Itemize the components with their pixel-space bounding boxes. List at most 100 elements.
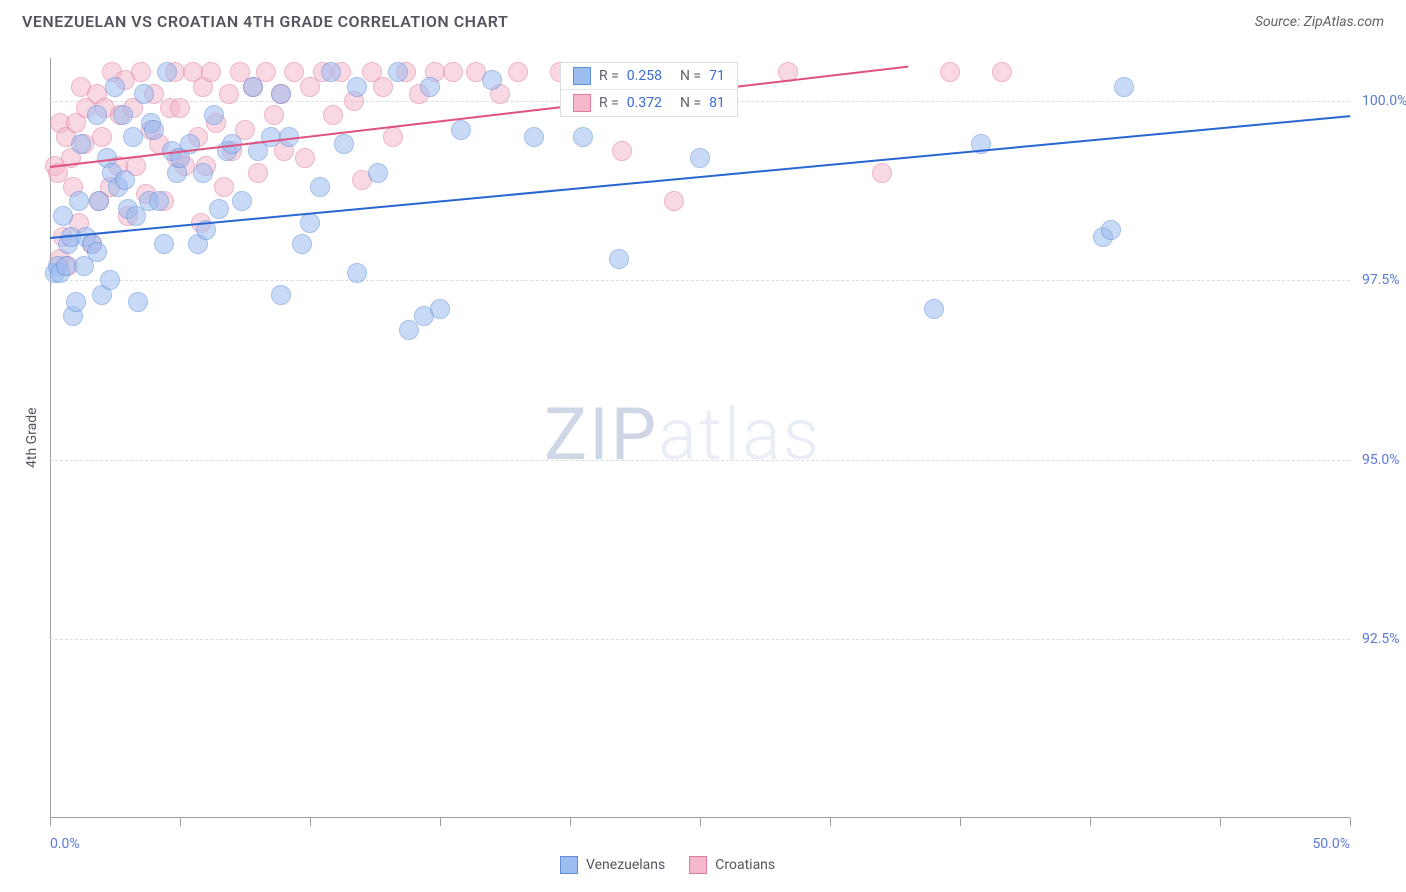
legend-row: R =0.372N =81 [561,90,737,116]
data-point [204,105,224,125]
data-point [100,270,120,290]
data-point [524,127,544,147]
data-point [334,134,354,154]
data-point [664,191,684,211]
data-point [383,127,403,147]
chart-source: Source: ZipAtlas.com [1255,14,1384,30]
data-point [924,299,944,319]
y-tick-label: 95.0% [1362,452,1396,468]
x-tick [180,818,181,826]
x-tick [1090,818,1091,826]
legend-label: Venezuelans [586,857,665,873]
data-point [89,191,109,211]
data-point [201,62,221,82]
data-point [232,191,252,211]
legend-r-value: 0.372 [627,95,662,111]
data-point [347,77,367,97]
data-point [92,127,112,147]
data-point [1101,220,1121,240]
data-point [310,177,330,197]
legend-swatch [573,94,591,112]
data-point [347,263,367,283]
y-tick-label: 92.5% [1362,631,1396,647]
legend-r-value: 0.258 [627,68,662,84]
data-point [261,127,281,147]
data-point [219,84,239,104]
data-point [609,249,629,269]
data-point [149,191,169,211]
data-point [170,98,190,118]
data-point [144,120,164,140]
data-point [105,77,125,97]
data-point [300,213,320,233]
data-point [53,206,73,226]
legend-row: R =0.258N =71 [561,63,737,90]
x-tick [960,818,961,826]
data-point [940,62,960,82]
data-point [128,292,148,312]
data-point [373,77,393,97]
data-point [123,127,143,147]
x-tick [310,818,311,826]
data-point [271,84,291,104]
data-point [420,77,440,97]
data-point [154,234,174,254]
chart-header: VENEZUELAN VS CROATIAN 4TH GRADE CORRELA… [0,0,1406,39]
legend-swatch [560,856,578,874]
data-point [992,62,1012,82]
data-point [113,105,133,125]
data-point [1114,77,1134,97]
data-point [264,105,284,125]
legend-item: Croatians [689,856,775,874]
data-point [430,299,450,319]
data-point [872,163,892,183]
legend-swatch [689,856,707,874]
data-point [248,163,268,183]
legend-swatch [573,67,591,85]
y-tick-label: 97.5% [1362,272,1396,288]
data-point [323,105,343,125]
data-point [443,62,463,82]
x-tick [830,818,831,826]
x-tick [1350,818,1351,826]
x-tick [440,818,441,826]
gridline [50,460,1350,461]
legend-label: Croatians [715,857,775,873]
data-point [157,62,177,82]
x-tick [700,818,701,826]
data-point [482,70,502,90]
data-point [134,84,154,104]
legend-r-label: R = [599,95,619,111]
data-point [209,199,229,219]
x-tick [570,818,571,826]
data-point [508,62,528,82]
data-point [87,105,107,125]
data-point [56,256,76,276]
x-tick [1220,818,1221,826]
gridline [50,280,1350,281]
data-point [115,170,135,190]
data-point [193,163,213,183]
data-point [388,62,408,82]
data-point [131,62,151,82]
legend-item: Venezuelans [560,856,665,874]
legend-n-label: N = [680,68,701,84]
data-point [292,234,312,254]
data-point [573,127,593,147]
data-point [66,292,86,312]
chart-title: VENEZUELAN VS CROATIAN 4TH GRADE CORRELA… [22,12,508,31]
data-point [214,177,234,197]
x-tick-label: 0.0% [50,836,80,852]
gridline [50,639,1350,640]
x-tick [50,818,51,826]
data-point [271,285,291,305]
legend-n-value: 71 [709,68,725,84]
data-point [69,191,89,211]
legend-n-value: 81 [709,95,725,111]
data-point [321,62,341,82]
data-point [451,120,471,140]
scatter-plot [50,58,1350,818]
y-tick-label: 100.0% [1362,93,1396,109]
data-point [243,77,263,97]
data-point [368,163,388,183]
